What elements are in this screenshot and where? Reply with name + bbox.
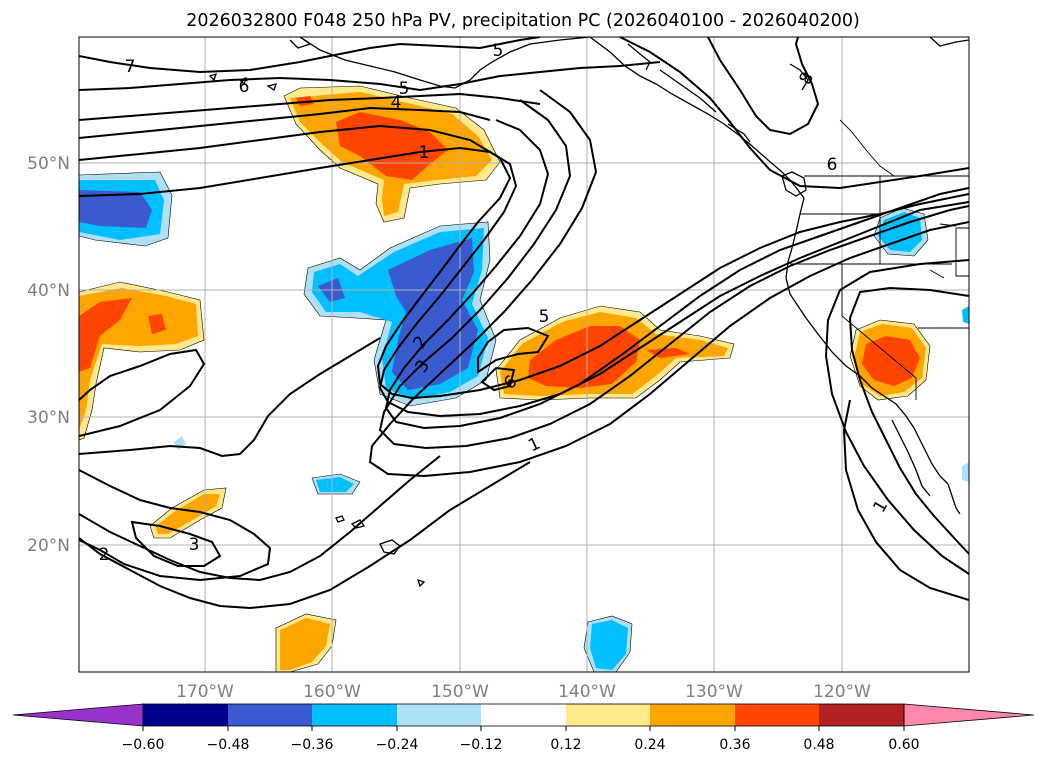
colorbar-tick-label: −0.12: [460, 737, 503, 753]
pv-label: 6: [827, 155, 838, 175]
lon-label-170w: 170°W: [176, 682, 234, 702]
colorbar-tick-label: 0.48: [803, 737, 834, 753]
colorbar-tick-label: −0.24: [376, 737, 419, 753]
colorbar-bin: [143, 704, 228, 726]
colorbar-bin: [228, 704, 312, 726]
precip-negative-small: [174, 306, 969, 672]
lat-label-50n: 50°N: [27, 154, 70, 174]
pv-label: 5: [399, 79, 410, 99]
map-area: 7 6 5 5 4 1 8 6 5 2 3 6 1 1 2 3: [79, 37, 969, 672]
colorbar-bin: [312, 704, 397, 726]
precip-positive-west: [79, 281, 205, 441]
pv-label: 3: [189, 535, 200, 555]
colorbar-bin: [397, 704, 481, 726]
colorbar-tick-label: 0.60: [888, 737, 919, 753]
pv-label: 4: [391, 93, 402, 113]
colorbar-bin: [650, 704, 735, 726]
pv-label: 6: [239, 77, 250, 97]
map-title: 2026032800 F048 250 hPa PV, precipitatio…: [186, 11, 860, 31]
colorbar-tick-label: −0.60: [122, 737, 165, 753]
lat-label-20n: 20°N: [27, 536, 70, 556]
colorbar-extend-max: [903, 703, 1035, 727]
colorbar-tick-label: −0.36: [291, 737, 334, 753]
longitude-labels: 170°W 160°W 150°W 140°W 130°W 120°W: [176, 682, 871, 702]
colorbar-bin: [735, 704, 819, 726]
colorbar: −0.60 −0.48 −0.36 −0.24 −0.12 0.12 0.24 …: [12, 703, 1035, 753]
political-borders: [790, 119, 969, 400]
pv-label: 2: [99, 545, 110, 565]
lon-label-160w: 160°W: [303, 682, 361, 702]
colorbar-bin: [481, 704, 566, 726]
precip-positive-central: [495, 305, 735, 401]
pv-label: 7: [125, 57, 136, 77]
pv-contours: [79, 37, 969, 610]
latitude-labels: 50°N 40°N 30°N 20°N: [27, 154, 70, 556]
lon-label-140w: 140°W: [558, 682, 616, 702]
precip-positive-east: [849, 319, 931, 401]
precip-negative-west: [79, 171, 173, 247]
colorbar-tick-label: −0.48: [207, 737, 250, 753]
colorbar-tick-label: 0.36: [719, 737, 750, 753]
precip-positive-small: [149, 487, 337, 672]
colorbar-tick-label: 0.12: [550, 737, 581, 753]
lon-label-120w: 120°W: [813, 682, 871, 702]
lat-label-40n: 40°N: [27, 281, 70, 301]
map-frame: [78, 36, 970, 673]
lat-label-30n: 30°N: [27, 408, 70, 428]
pv-label: 5: [493, 41, 504, 61]
colorbar-extend-min: [12, 703, 144, 727]
lon-label-130w: 130°W: [685, 682, 743, 702]
colorbar-tick-label: 0.24: [634, 737, 665, 753]
colorbar-bin: [819, 704, 904, 726]
pv-label: 1: [419, 143, 430, 163]
lon-label-150w: 150°W: [431, 682, 489, 702]
colorbar-bin: [566, 704, 650, 726]
pv-label: 5: [539, 307, 550, 327]
